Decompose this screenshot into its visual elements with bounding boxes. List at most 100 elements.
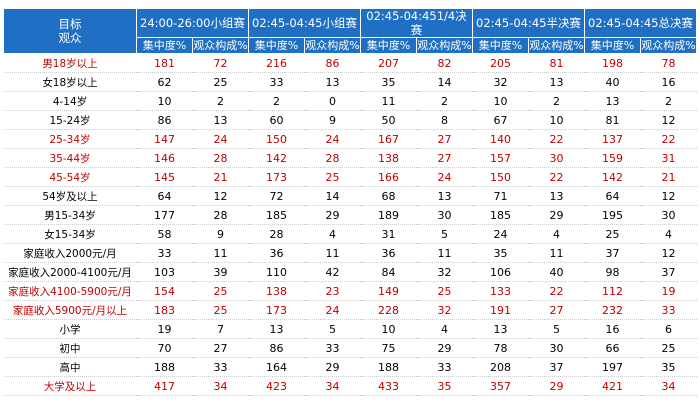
cell: 68 [360, 186, 417, 206]
cell: 166 [360, 167, 417, 187]
cell: 10 [360, 319, 417, 339]
row-label: 小学 [3, 319, 137, 339]
cell: 19 [136, 319, 193, 339]
cell: 157 [472, 148, 529, 168]
cell: 22 [528, 281, 585, 301]
page: 目标 观众 24:00-26:00小组赛 02:45-04:45小组赛 02:45-04… [0, 8, 700, 418]
cell: 147 [136, 129, 193, 149]
cell: 29 [528, 376, 585, 396]
cell: 13 [584, 91, 641, 111]
cell: 4 [416, 319, 473, 339]
subheader: 观众构成% [192, 37, 249, 54]
cell: 232 [584, 300, 641, 320]
cell: 86 [304, 53, 361, 73]
cell: 98 [584, 262, 641, 282]
cell: 417 [136, 376, 193, 396]
cell: 86 [248, 338, 305, 358]
table-row: 54岁及以上 64 12 72 14 68 13 71 13 64 12 [3, 186, 697, 206]
cell: 40 [584, 72, 641, 92]
cell: 35 [416, 376, 473, 396]
cell: 35 [360, 72, 417, 92]
cell: 357 [472, 376, 529, 396]
table-row: 男15-34岁 177 28 185 29 189 30 185 29 195 30 [3, 205, 697, 225]
cell: 33 [640, 300, 697, 320]
cell: 13 [528, 72, 585, 92]
cell: 29 [416, 338, 473, 358]
cell: 12 [640, 243, 697, 263]
cell: 37 [584, 243, 641, 263]
cell: 167 [360, 129, 417, 149]
cell: 195 [584, 205, 641, 225]
cell: 181 [136, 53, 193, 73]
cell: 4 [528, 224, 585, 244]
cell: 16 [584, 319, 641, 339]
cell: 159 [584, 148, 641, 168]
cell: 25 [192, 281, 249, 301]
cell: 138 [360, 148, 417, 168]
cell: 142 [248, 148, 305, 168]
cell: 82 [416, 53, 473, 73]
cell: 11 [528, 243, 585, 263]
table-row: 大学及以上 417 34 423 34 433 35 357 29 421 34 [3, 376, 697, 396]
cell: 8 [416, 110, 473, 130]
table-row: 高中 188 33 164 29 188 33 208 37 197 35 [3, 357, 697, 377]
subheader: 集中度% [248, 37, 305, 54]
cell: 75 [360, 338, 417, 358]
cell: 2 [416, 91, 473, 111]
cell: 12 [640, 186, 697, 206]
row-label: 家庭收入5900元/月以上 [3, 300, 137, 320]
cell: 27 [528, 300, 585, 320]
cell: 177 [136, 205, 193, 225]
cell: 138 [248, 281, 305, 301]
subheader: 观众构成% [528, 37, 586, 54]
cell: 31 [640, 148, 697, 168]
cell: 33 [136, 243, 193, 263]
cell: 4 [640, 224, 697, 244]
cell: 6 [640, 319, 697, 339]
group-header: 02:45-04:45总决赛 [584, 8, 698, 38]
cell: 11 [416, 243, 473, 263]
cell: 22 [528, 167, 585, 187]
cell: 23 [304, 281, 361, 301]
table-row: 家庭收入5900元/月以上 183 25 173 24 228 32 191 27 232 33 [3, 300, 697, 320]
cell: 24 [416, 167, 473, 187]
row-label: 男15-34岁 [3, 205, 137, 225]
cell: 112 [584, 281, 641, 301]
cell: 40 [528, 262, 585, 282]
subheader: 集中度% [360, 37, 417, 54]
cell: 36 [248, 243, 305, 263]
cell: 197 [584, 357, 641, 377]
corner-text: 目标 [58, 17, 82, 31]
cell: 33 [248, 72, 305, 92]
cell: 34 [304, 376, 361, 396]
cell: 140 [472, 129, 529, 149]
cell: 13 [528, 186, 585, 206]
subheader: 集中度% [584, 37, 642, 54]
cell: 198 [584, 53, 641, 73]
table-row: 男18岁以上 181 72 216 86 207 82 205 81 198 78 [3, 53, 697, 73]
cell: 33 [416, 357, 473, 377]
table-row: 初中 70 27 86 33 75 29 78 30 66 25 [3, 338, 697, 358]
cell: 72 [192, 53, 249, 73]
cell: 30 [640, 205, 697, 225]
data-table: 目标 观众 24:00-26:00小组赛 02:45-04:45小组赛 02:45-04… [3, 8, 698, 396]
cell: 185 [472, 205, 529, 225]
cell: 27 [192, 338, 249, 358]
corner-cell: 目标 观众 [3, 8, 137, 54]
cell: 164 [248, 357, 305, 377]
cell: 173 [248, 300, 305, 320]
cell: 10 [528, 110, 585, 130]
cell: 189 [360, 205, 417, 225]
cell: 64 [136, 186, 193, 206]
cell: 2 [640, 91, 697, 111]
subheader-row: 集中度% 观众构成% 集中度% 观众构成% 集中度% 观众构成% 集中度% 观众构成% 集中度%… [4, 37, 698, 54]
table-row: 女18岁以上 62 25 33 13 35 14 32 13 40 16 [3, 72, 697, 92]
table-row: 小学 19 7 13 5 10 4 13 5 16 6 [3, 319, 697, 339]
cell: 24 [472, 224, 529, 244]
cell: 13 [248, 319, 305, 339]
cell: 25 [192, 300, 249, 320]
cell: 86 [136, 110, 193, 130]
cell: 27 [416, 148, 473, 168]
cell: 133 [472, 281, 529, 301]
cell: 183 [136, 300, 193, 320]
